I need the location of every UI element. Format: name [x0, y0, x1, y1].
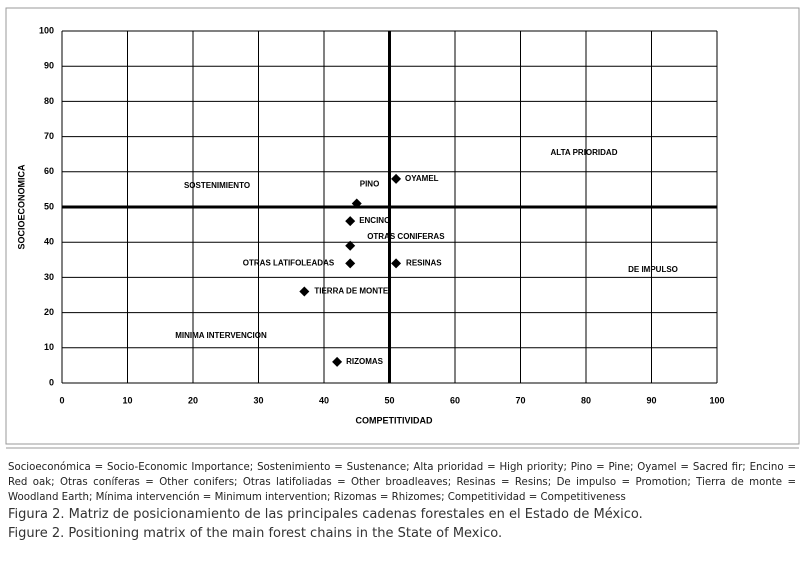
chart-frame [5, 7, 800, 445]
y-tick-label: 10 [44, 342, 54, 352]
figure-title-en: Figure 2. Positioning matrix of the main… [8, 526, 503, 541]
point [345, 216, 356, 227]
x-tick-label: 20 [188, 395, 198, 405]
y-tick-label: 50 [44, 201, 54, 211]
y-tick-label: 100 [39, 25, 54, 35]
chart: COMPETITIVIDAD SOCIOECONOMICA 0 10 20 30 40 5… [5, 7, 800, 449]
y-axis-label: SOCIOECONOMICA [16, 164, 26, 250]
point-label: OTRAS CONIFERAS [367, 232, 445, 241]
x-tick-label: 30 [253, 395, 263, 405]
y-tick-label: 0 [49, 377, 54, 387]
y-tick-label: 20 [44, 307, 54, 317]
caption-note: Socioeconómica = Socio-Economic Importan… [8, 462, 796, 503]
x-tick-label: 40 [319, 395, 329, 405]
x-tick-label: 70 [515, 395, 525, 405]
x-tick-label: 60 [450, 395, 460, 405]
quadrant-label: SOSTENIMIENTO [184, 181, 250, 190]
x-tick-label: 80 [581, 395, 591, 405]
quadrant-label: MINIMA INTERVENCION [175, 331, 267, 340]
y-tick-label: 70 [44, 131, 54, 141]
y-tick-label: 40 [44, 237, 54, 247]
figure-title-es: Figura 2. Matriz de posicionamiento de l… [8, 507, 643, 522]
y-tick-label: 30 [44, 272, 54, 282]
x-tick-label: 50 [384, 395, 394, 405]
point-label: ENCINO [359, 216, 390, 225]
quadrant-label: DE IMPULSO [628, 265, 678, 274]
point [391, 258, 402, 269]
y-tick-label: 80 [44, 96, 54, 106]
point [351, 198, 362, 209]
y-tick-label: 60 [44, 166, 54, 176]
point-label: PINO [360, 180, 380, 189]
x-tick-label: 100 [709, 395, 724, 405]
caption: Socioeconómica = Socio-Economic Importan… [8, 460, 796, 543]
point-label: OTRAS LATIFOLEADAS [243, 258, 335, 267]
y-tick-label: 90 [44, 61, 54, 71]
point [332, 356, 343, 367]
point [345, 240, 356, 251]
point [299, 286, 310, 297]
point-label: TIERRA DE MONTE [314, 287, 389, 296]
quadrant-label: ALTA PRIORIDAD [551, 148, 618, 157]
x-axis-label: COMPETITIVIDAD [355, 415, 433, 425]
x-tick-label: 90 [646, 395, 656, 405]
point-label: RESINAS [406, 258, 442, 267]
point-label: OYAMEL [405, 174, 439, 183]
point [391, 173, 402, 184]
x-tick-label: 10 [122, 395, 132, 405]
point [345, 258, 356, 269]
point-label: RIZOMAS [346, 357, 384, 366]
x-tick-label: 0 [59, 395, 64, 405]
